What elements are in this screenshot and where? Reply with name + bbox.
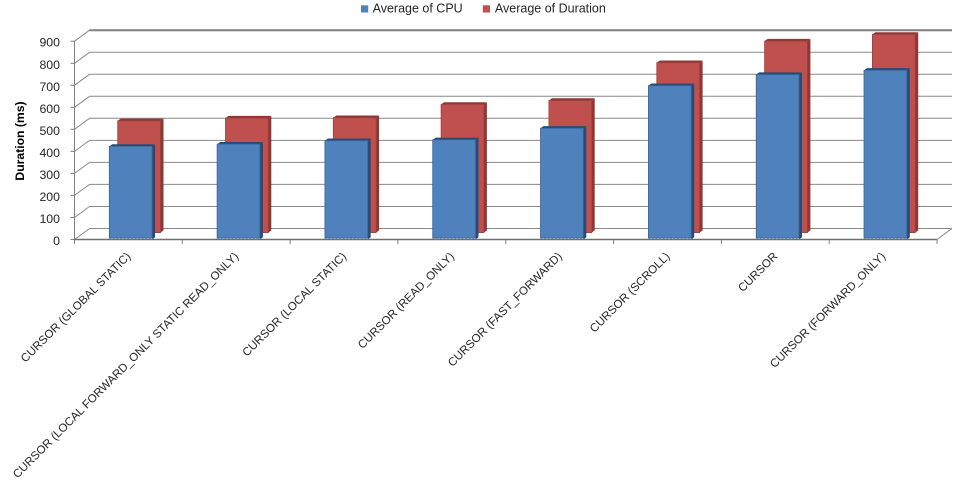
svg-text:700: 700 [39,80,60,94]
svg-text:Average of CPU: Average of CPU [373,1,463,15]
svg-text:800: 800 [39,58,60,72]
svg-text:Average of Duration: Average of Duration [495,1,606,15]
svg-text:400: 400 [39,146,60,160]
svg-text:200: 200 [39,190,60,204]
svg-text:300: 300 [39,168,60,182]
svg-text:100: 100 [39,212,60,226]
svg-text:0: 0 [53,234,60,248]
svg-text:Duration (ms): Duration (ms) [13,101,27,180]
svg-text:500: 500 [39,124,60,138]
svg-text:600: 600 [39,102,60,116]
svg-text:900: 900 [39,36,60,50]
